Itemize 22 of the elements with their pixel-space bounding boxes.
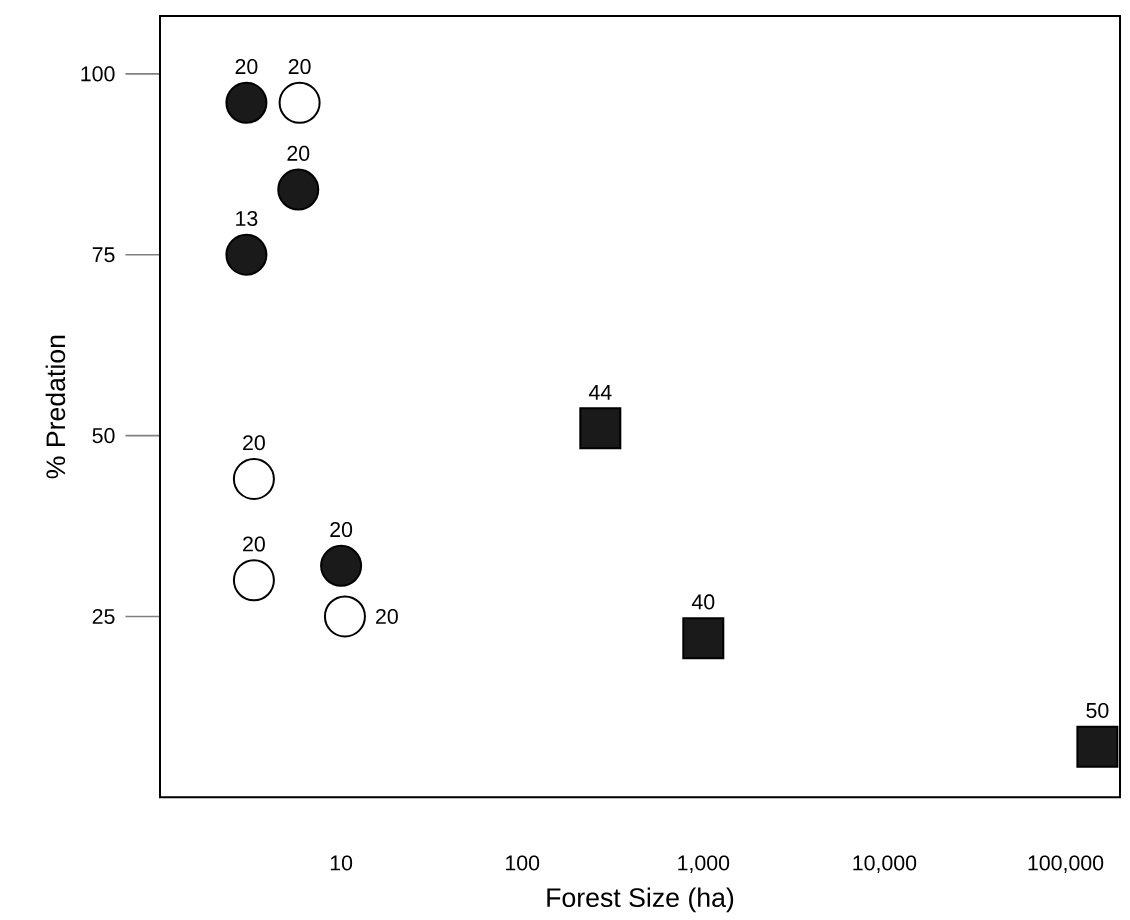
annotation: 20 [287,145,310,161]
annotation: 13 [236,210,258,227]
y-tick-label: 75 [92,247,115,263]
y-tick-label: 25 [92,608,115,625]
y-axis-title: % Predation [45,335,66,479]
annotation: 20 [243,536,265,552]
x-tick-label: 1,000 [678,855,730,873]
annotation: 20 [376,608,398,625]
annotation: 20 [330,522,353,538]
x-tick-label: 10,000 [853,855,917,873]
annotation: 20 [235,59,258,75]
annotation: 40 [691,594,715,610]
annotation: 20 [243,435,265,451]
y-tick-label: 50 [92,428,115,444]
annotation: 44 [588,384,612,400]
annotation: 50 [1086,702,1109,718]
x-tick-label: 10 [330,855,353,871]
y-tick-label: 100 [81,66,115,82]
x-axis-title: Forest Size (ha) [547,887,734,913]
x-tick-label: 100,000 [1028,855,1104,873]
annotation: 20 [288,59,311,75]
x-tick-label: 100 [506,855,540,871]
